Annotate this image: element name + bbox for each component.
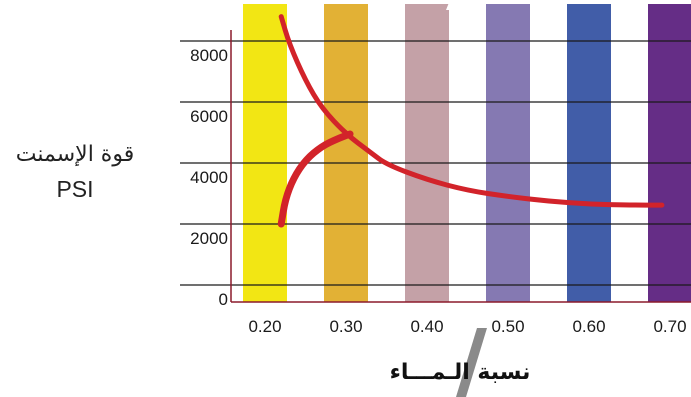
y-tick-label: 6000 [190,107,228,126]
y-axis-unit: PSI [56,176,94,202]
x-axis-label: نسبة الـمـــاء [389,360,531,385]
x-tick-label: 0.40 [410,317,443,336]
top-mark [446,0,466,10]
y-tick-label: 0 [219,290,228,309]
series-curve-0 [278,14,665,208]
y-tick-label: 4000 [190,168,228,187]
bar-band-3 [486,4,530,302]
bar-band-2 [405,4,449,302]
x-tick-label: 0.70 [653,317,686,336]
y-tick-label: 2000 [190,229,228,248]
x-tick-label: 0.30 [329,317,362,336]
x-tick-label: 0.20 [248,317,281,336]
x-tick-label: 0.50 [491,317,524,336]
bar-band-5 [648,4,691,302]
y-tick-label: 8000 [190,46,228,65]
bar-band-0 [243,4,287,302]
bar-band-4 [567,4,611,302]
x-tick-label: 0.60 [572,317,605,336]
grey-slash-decoration [456,328,487,397]
series-curve-1 [277,130,354,228]
y-axis-label: قوة الإسمنت [15,142,135,167]
bar-band-1 [324,4,368,302]
